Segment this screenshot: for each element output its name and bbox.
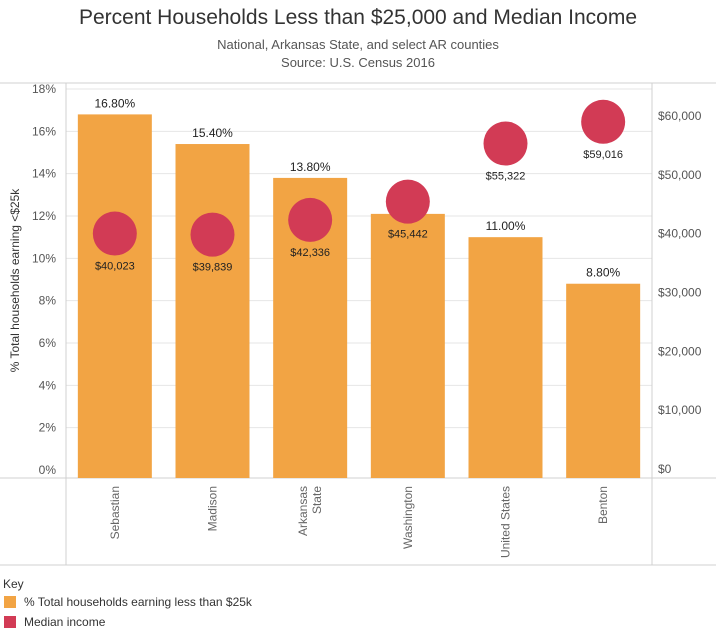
- y2-tick-label: $20,000: [658, 344, 702, 358]
- x-tick-label: State: [310, 486, 324, 514]
- x-tick-label: Washington: [401, 486, 415, 549]
- bar: [77, 114, 152, 479]
- x-tick-label: Sebastian: [108, 486, 122, 539]
- y-tick-label: 12%: [32, 209, 56, 223]
- bar-value-label: 16.80%: [94, 96, 135, 110]
- bar-value-label: 13.80%: [290, 160, 331, 174]
- chart-title: Percent Households Less than $25,000 and…: [78, 6, 638, 29]
- income-point: [483, 121, 528, 166]
- bar-value-label: 15.40%: [192, 126, 233, 140]
- x-tick-label: Arkansas: [296, 486, 310, 536]
- income-value-label: $39,839: [193, 262, 233, 274]
- income-point: [92, 211, 137, 256]
- income-value-label: $42,336: [290, 247, 330, 259]
- bar-value-label: 11.00%: [486, 219, 526, 233]
- x-tick-label: Benton: [596, 486, 610, 524]
- x-tick-label: Madison: [206, 486, 220, 531]
- bar-value-label: 8.80%: [586, 266, 620, 280]
- legend-label-share: % Total households earning less than $25…: [24, 595, 252, 609]
- y-tick-label: 10%: [32, 251, 56, 265]
- y2-tick-label: $50,000: [658, 168, 702, 182]
- y-tick-label: 0%: [39, 463, 57, 477]
- legend-item-income: Median income: [4, 615, 105, 629]
- chart-subtitle: National, Arkansas State, and select AR …: [217, 37, 499, 52]
- legend-title: Key: [3, 577, 24, 591]
- bar: [175, 144, 250, 479]
- income-value-label: $40,023: [95, 261, 135, 273]
- y-tick-label: 6%: [39, 336, 57, 350]
- chart-source: Source: U.S. Census 2016: [281, 55, 435, 70]
- legend-label-income: Median income: [24, 615, 106, 629]
- y-tick-label: 8%: [39, 294, 57, 308]
- legend-item-share: % Total households earning less than $25…: [4, 595, 252, 609]
- y2-tick-label: $0: [658, 462, 672, 476]
- y2-tick-label: $60,000: [658, 109, 702, 123]
- y-axis-title: % Total households earning <$25k: [8, 188, 22, 373]
- legend-swatch-orange: [4, 596, 16, 608]
- income-value-label: $59,016: [583, 149, 623, 161]
- bar: [370, 213, 445, 478]
- bar: [468, 237, 543, 478]
- bar: [566, 283, 641, 478]
- income-point: [190, 212, 235, 257]
- y-tick-label: 2%: [39, 421, 57, 435]
- y-tick-label: 16%: [32, 124, 56, 138]
- y2-tick-label: $30,000: [658, 286, 702, 300]
- y-tick-label: 4%: [39, 378, 57, 392]
- y2-tick-label: $40,000: [658, 227, 702, 241]
- income-point: [385, 179, 430, 224]
- income-point: [581, 99, 626, 144]
- income-value-label: $55,322: [486, 171, 526, 183]
- y-tick-label: 18%: [32, 82, 56, 96]
- legend-swatch-red: [4, 616, 16, 628]
- income-point: [288, 197, 333, 242]
- x-tick-label: United States: [499, 486, 513, 558]
- y-tick-label: 14%: [32, 167, 56, 181]
- y2-tick-label: $10,000: [658, 403, 702, 417]
- income-value-label: $45,442: [388, 229, 428, 241]
